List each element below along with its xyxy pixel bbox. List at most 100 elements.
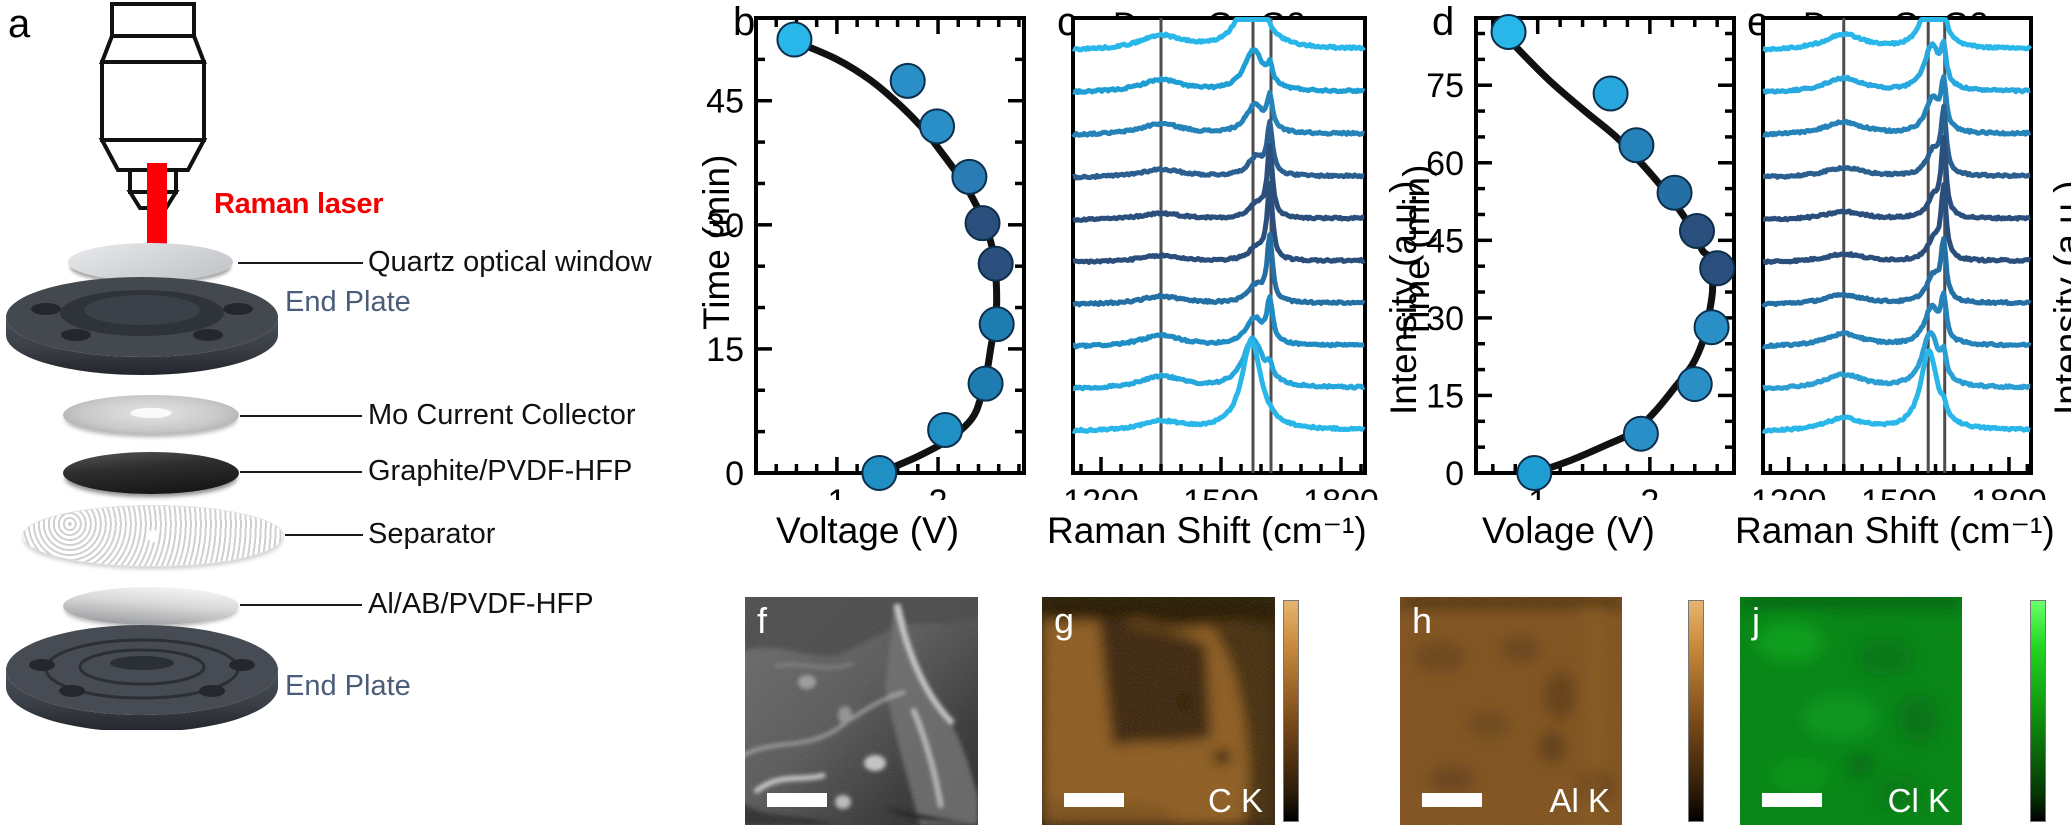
x-tick-label: 1800 — [1971, 483, 2047, 500]
y-tick-label: 45 — [706, 83, 744, 121]
data-marker — [1676, 366, 1713, 403]
x-tick-label: 1500 — [1861, 483, 1937, 500]
x-tick-label: 2 — [929, 483, 948, 500]
data-marker — [1618, 127, 1655, 164]
panel-c-canvas: 1200 1500 1800 — [1063, 16, 1379, 500]
x-tick-label: 1500 — [1183, 483, 1259, 500]
y-tick-label: 15 — [1426, 377, 1464, 415]
x-tick-label: 1200 — [1751, 483, 1827, 500]
raman-spectrum-trace — [1071, 338, 1366, 434]
scale-bar-h — [1422, 793, 1482, 807]
colorbar-chlorine — [2030, 600, 2046, 822]
lead-line-al-ab — [240, 604, 362, 606]
x-tick-label: 1200 — [1063, 483, 1139, 500]
data-marker — [964, 205, 1001, 242]
data-marker — [1592, 75, 1629, 112]
voltage-time-trace — [784, 36, 1001, 477]
x-tick-label: 1800 — [1303, 483, 1379, 500]
raman-spectrum-trace — [1072, 294, 1366, 350]
data-marker — [1678, 213, 1715, 250]
panel-h-element-tag: Al K — [1549, 782, 1610, 819]
separator-disc — [22, 505, 284, 567]
panel-d-voltage-time-plot: d Time (min) Volage (V) 1201530456075 — [1390, 0, 1750, 560]
panel-c-xlabel: Raman Shift (cm⁻¹) — [1047, 510, 1367, 551]
data-marker — [1699, 250, 1736, 287]
label-al-ab-pvdf-hfp: Al/AB/PVDF-HFP — [368, 588, 594, 620]
panel-a-schematic: a Raman laser — [0, 0, 652, 830]
lead-line-mo-collector — [240, 415, 362, 417]
panel-b-xlabel: Voltage (V) — [776, 510, 960, 551]
panel-g-element-tag: C K — [1207, 782, 1263, 819]
label-end-plate-top: End Plate — [285, 286, 411, 318]
data-marker — [1656, 174, 1693, 211]
label-graphite-pvdf-hfp: Graphite/PVDF-HFP — [368, 455, 633, 487]
panel-d-canvas: 1201530456075 — [1426, 13, 1736, 500]
y-tick-label: 60 — [1426, 145, 1464, 183]
label-end-plate-bottom: End Plate — [285, 670, 411, 702]
panel-f-sem-image: f — [745, 597, 978, 825]
raman-spectrum-trace — [1072, 118, 1366, 181]
raman-spectrum-trace — [1762, 135, 2032, 223]
data-marker — [919, 108, 956, 145]
raman-spectrum-trace — [1072, 142, 1366, 223]
x-tick-label: 2 — [1640, 483, 1659, 500]
panel-a-letter: a — [8, 2, 31, 46]
data-marker — [927, 411, 964, 448]
raman-spectrum-trace — [1762, 38, 2032, 95]
sem-micrograph — [745, 597, 978, 825]
data-marker — [951, 158, 988, 195]
scale-bar-f — [767, 793, 827, 807]
y-tick-label: 0 — [1445, 455, 1464, 493]
panel-g-eds-carbon-map: g C K — [1042, 597, 1275, 825]
panel-j-letter: j — [1752, 600, 1760, 641]
raman-spectrum-trace — [1072, 47, 1366, 96]
panel-b-canvas: 1 2 0 15 30 45 — [706, 16, 1026, 500]
raman-spectrum-trace — [1761, 348, 2032, 434]
panel-d-xlabel: Volage (V) — [1482, 510, 1655, 551]
raman-laser-label: Raman laser — [214, 188, 384, 220]
raman-spectrum-trace — [1762, 73, 2032, 138]
data-marker — [977, 245, 1014, 282]
y-tick-label: 30 — [1426, 300, 1464, 338]
data-marker — [978, 306, 1015, 343]
data-marker — [1622, 415, 1659, 452]
raman-spectrum-trace — [1762, 182, 2032, 265]
data-marker — [967, 365, 1004, 402]
data-marker — [861, 455, 898, 491]
raman-spectrum-trace — [1762, 17, 2033, 53]
raman-spectrum-trace — [1071, 17, 1366, 53]
raman-spectrum-trace — [1071, 89, 1366, 138]
scale-bar-g — [1064, 793, 1124, 807]
panel-e-canvas: 1200 1500 1800 — [1751, 16, 2047, 500]
y-tick-label: 75 — [1426, 67, 1464, 105]
panel-b-voltage-time-plot: b Time (min) Voltage (V) 120153045 — [680, 0, 1060, 560]
panel-b-letter: b — [733, 0, 756, 44]
y-tick-label: 30 — [706, 207, 744, 245]
panel-d-letter: d — [1432, 0, 1455, 44]
eds-map-carbon — [1042, 597, 1275, 825]
eds-map-chlorine — [1740, 597, 1962, 825]
data-marker — [1693, 309, 1730, 346]
colorbar-aluminum — [1688, 600, 1704, 822]
raman-spectrum-trace — [1761, 290, 2032, 350]
y-tick-label: 0 — [725, 455, 744, 493]
panel-c-raman-spectra: c D G G2 Intensity (a.u.) Raman Shift (c… — [1047, 0, 1424, 560]
end-plate-top-disc — [6, 277, 278, 375]
data-marker — [1490, 13, 1527, 50]
raman-spectrum-trace — [1072, 232, 1366, 308]
lead-line-separator — [285, 534, 363, 536]
panel-h-letter: h — [1412, 600, 1433, 641]
panel-e-xlabel: Raman Shift (cm⁻¹) — [1735, 510, 2055, 551]
end-plate-bottom-disc — [6, 625, 278, 730]
x-tick-label: 1 — [827, 483, 846, 500]
panel-e-raman-spectra: e D G G2 Intensity (a.u.) Raman Shift (c… — [1735, 0, 2071, 560]
microscope-objective-icon — [88, 2, 218, 217]
label-separator: Separator — [368, 518, 496, 550]
quartz-optical-window-disc — [68, 243, 233, 281]
panel-f-letter: f — [757, 600, 768, 641]
data-marker — [1516, 455, 1553, 491]
y-tick-label: 15 — [706, 331, 744, 369]
data-marker — [776, 21, 813, 58]
raman-spectrum-trace — [1762, 103, 2032, 180]
